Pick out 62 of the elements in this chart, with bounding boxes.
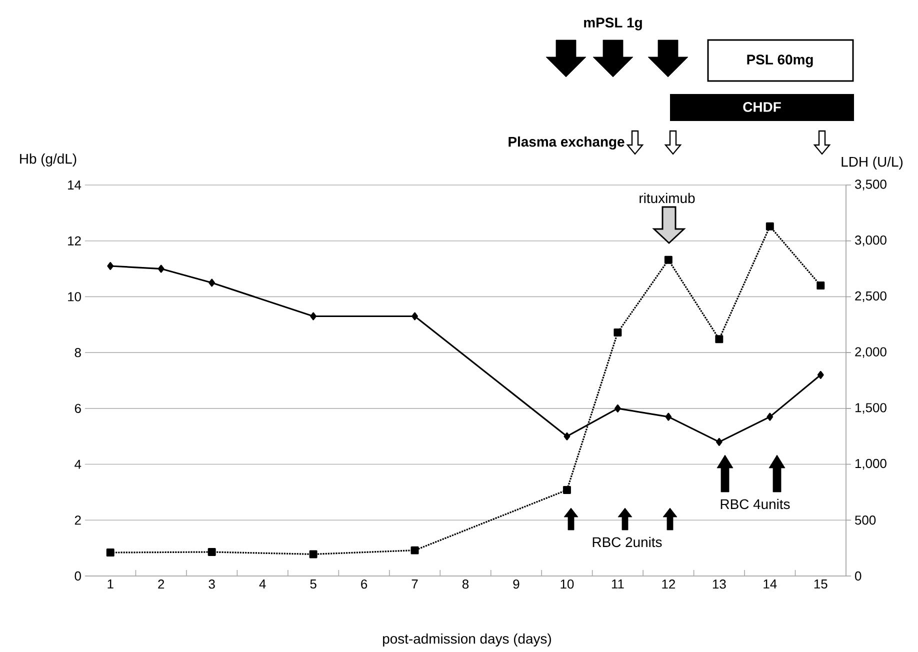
point [310,312,316,320]
point [208,548,216,556]
y2-tick-label: 1,000 [855,458,886,470]
y-tick-label: 2 [74,516,81,525]
x-tick-label: 2 [158,580,164,589]
point [106,548,114,557]
point [614,328,622,336]
text: mPSL 1g [584,18,642,30]
y-tick-label: 10 [68,292,81,302]
y-tick-label: 6 [74,404,81,414]
y2-tick-label: 1,500 [855,403,886,414]
x-tick-label: 6 [361,580,368,589]
y2-tick-label: 3,500 [855,180,886,190]
y2-axis-title: LDH (U/L) [842,156,903,170]
point [716,438,722,446]
text: Plasma exchange [508,136,624,150]
point [158,264,164,273]
point [309,550,318,558]
annotation: RBC 2units [592,536,662,548]
point [564,432,570,440]
x-axis-title: post-admission days (days) [383,633,551,646]
y-axis-title: Hb (g/dL) [20,153,76,166]
annotation: RBC 4units [720,498,790,510]
point [107,262,114,270]
x-tick-label: 7 [412,580,418,588]
x-tick-label: 4 [259,580,266,588]
y2-tick-label: 2,000 [855,347,886,358]
point [816,282,825,290]
y-tick-label: 8 [74,348,81,358]
y-tick-label: 14 [68,180,82,190]
y-tick-label: 12 [68,236,81,246]
text: CHDF [743,102,781,112]
x-tick-label: 5 [310,580,316,589]
y-tick-label: 0 [74,571,81,581]
y2-tick-label: 0 [855,571,862,581]
point [208,278,216,287]
point [665,412,672,421]
point [562,486,571,494]
x-tick-label: 1 [108,580,114,588]
x-tick-label: 3 [208,580,215,589]
point [410,546,419,554]
point [715,335,724,344]
x-tick-label: 10 [560,580,574,589]
x-tick-label: 11 [612,580,624,588]
point [766,412,774,421]
point [412,312,418,320]
point [614,404,621,412]
y-tick-label: 4 [74,460,82,469]
text: PSL 60mg [747,54,813,68]
point [817,370,824,379]
annotation: rituximub [640,192,695,204]
x-tick-label: 12 [662,580,675,589]
x-tick-label: 13 [712,580,726,589]
point [664,256,672,264]
x-tick-label: 8 [462,580,469,589]
x-tick-label: 15 [814,580,828,589]
x-tick-label: 9 [513,580,520,589]
point [766,222,774,230]
x-tick-label: 14 [764,580,777,588]
y2-tick-label: 500 [855,516,876,525]
y2-tick-label: 3,000 [855,236,886,246]
y2-tick-label: 2,500 [855,291,886,302]
